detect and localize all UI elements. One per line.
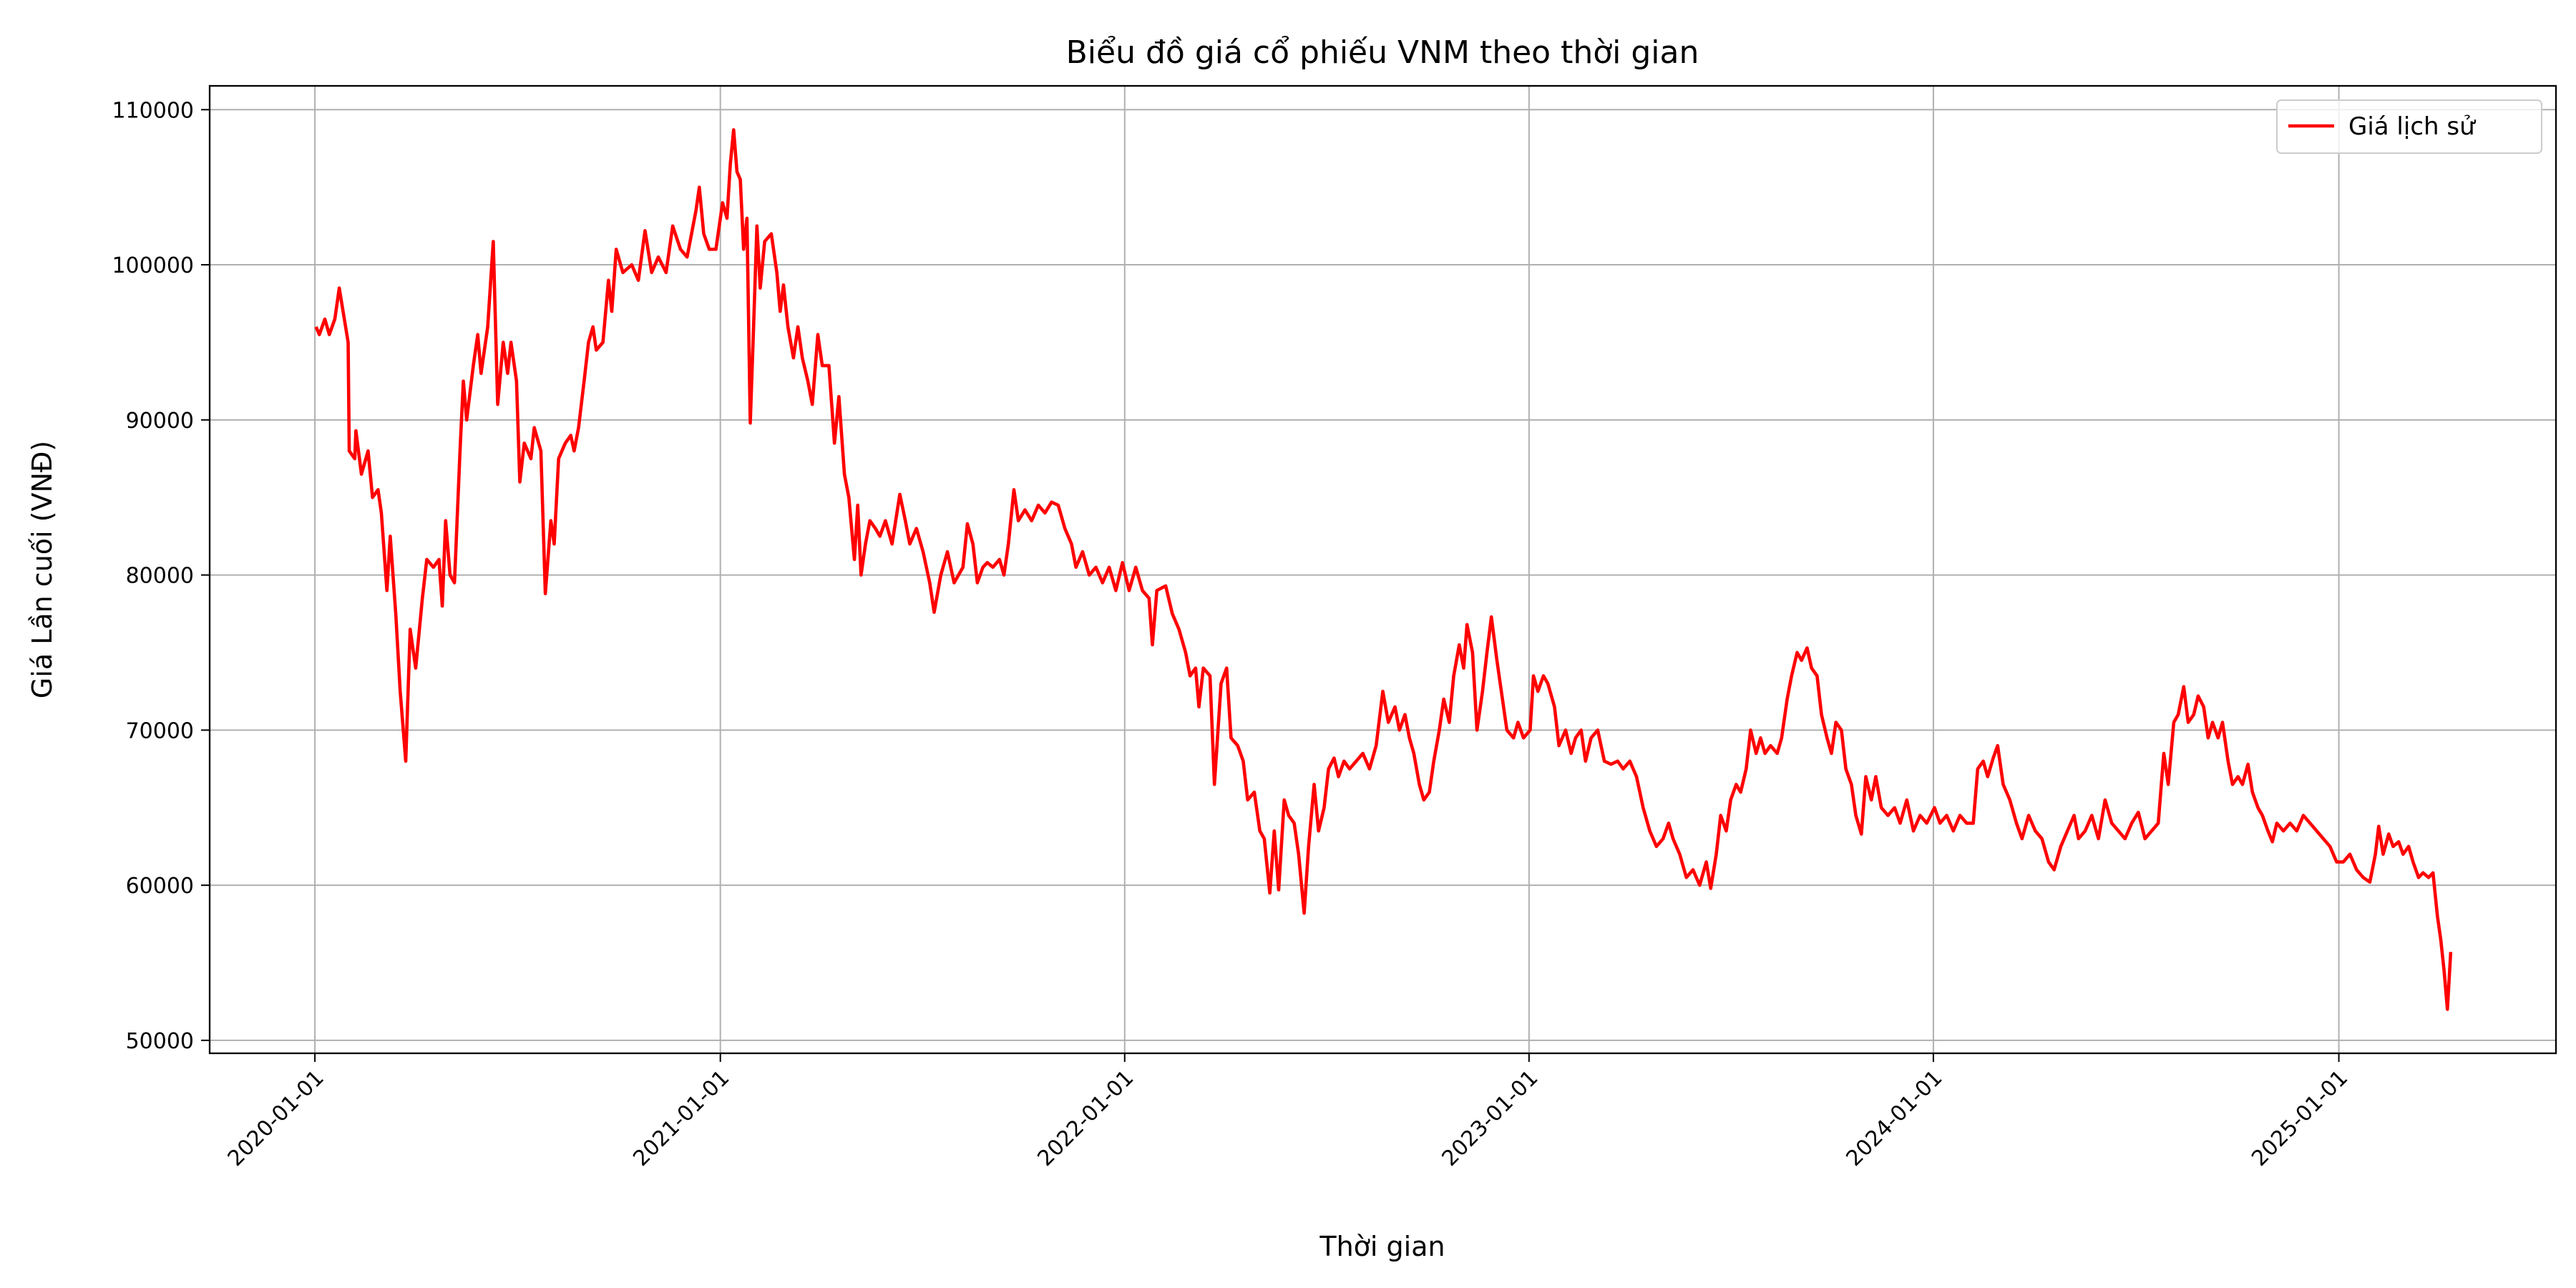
y-tick-label: 60000 xyxy=(126,874,194,899)
y-tick-label: 100000 xyxy=(112,253,194,278)
plot-frame xyxy=(208,84,2557,1055)
y-tick-label: 110000 xyxy=(112,98,194,123)
legend-label: Giá lịch sử xyxy=(2348,112,2476,141)
legend-box xyxy=(2276,99,2542,154)
y-tick-label: 90000 xyxy=(126,409,194,434)
chart-title: Biểu đồ giá cổ phiếu VNM theo thời gian xyxy=(1066,34,1699,71)
y-tick-label: 70000 xyxy=(126,718,194,743)
price-line xyxy=(314,128,2453,1011)
y-tick-label: 50000 xyxy=(126,1029,194,1054)
x-axis-label: Thời gian xyxy=(1319,1231,1445,1262)
y-tick-label: 80000 xyxy=(126,564,194,589)
y-axis-label: Giá Lần cuối (VNĐ) xyxy=(26,441,58,698)
legend: Giá lịch sử xyxy=(2276,99,2542,154)
